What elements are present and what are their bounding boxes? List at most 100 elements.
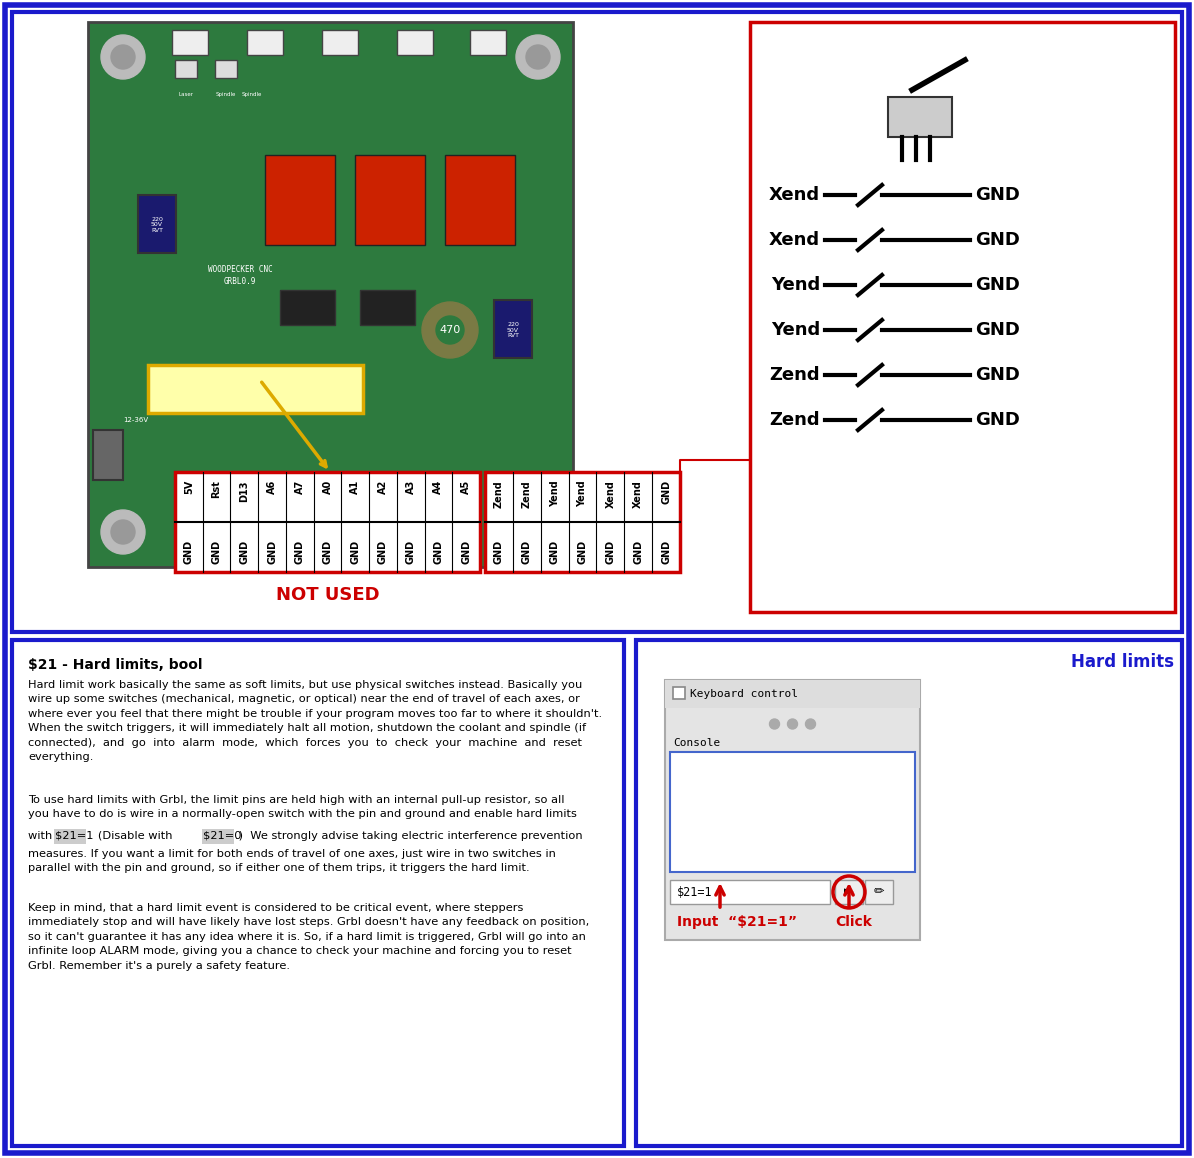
FancyBboxPatch shape bbox=[355, 155, 425, 245]
FancyBboxPatch shape bbox=[445, 155, 515, 245]
FancyBboxPatch shape bbox=[485, 472, 681, 572]
FancyBboxPatch shape bbox=[670, 752, 915, 872]
FancyBboxPatch shape bbox=[281, 290, 336, 325]
Text: A7: A7 bbox=[295, 481, 304, 494]
Circle shape bbox=[101, 35, 144, 79]
Text: GRBL0.9: GRBL0.9 bbox=[223, 278, 257, 286]
Text: GND: GND bbox=[633, 540, 644, 564]
Text: GND: GND bbox=[522, 540, 531, 564]
Text: NOT USED: NOT USED bbox=[276, 586, 380, 604]
FancyBboxPatch shape bbox=[172, 30, 208, 54]
Text: A0: A0 bbox=[322, 481, 332, 494]
Text: To use hard limits with Grbl, the limit pins are held high with an internal pull: To use hard limits with Grbl, the limit … bbox=[27, 796, 577, 820]
FancyBboxPatch shape bbox=[12, 12, 1182, 632]
FancyBboxPatch shape bbox=[888, 97, 952, 137]
Text: Xend: Xend bbox=[633, 481, 644, 508]
FancyBboxPatch shape bbox=[247, 30, 283, 54]
Text: GND: GND bbox=[605, 540, 615, 564]
FancyBboxPatch shape bbox=[202, 829, 234, 844]
Text: GND: GND bbox=[661, 540, 671, 564]
Text: Keyboard control: Keyboard control bbox=[690, 689, 798, 699]
FancyBboxPatch shape bbox=[88, 22, 573, 567]
Text: 220
50V
RVT: 220 50V RVT bbox=[150, 217, 164, 233]
Text: Xend: Xend bbox=[769, 186, 820, 204]
Text: GND: GND bbox=[578, 540, 587, 564]
Text: Yend: Yend bbox=[578, 481, 587, 507]
Text: GND: GND bbox=[295, 540, 304, 564]
Text: Zend: Zend bbox=[522, 481, 531, 507]
Text: Hard limit work basically the same as soft limits, but use physical switches ins: Hard limit work basically the same as so… bbox=[27, 680, 602, 762]
Text: measures. If you want a limit for both ends of travel of one axes, just wire in : measures. If you want a limit for both e… bbox=[27, 849, 556, 873]
Text: Input  “$21=1”: Input “$21=1” bbox=[677, 915, 798, 929]
Text: GND: GND bbox=[239, 540, 250, 564]
Text: $21=1: $21=1 bbox=[677, 886, 713, 899]
FancyBboxPatch shape bbox=[148, 365, 363, 413]
Text: WOODPECKER CNC: WOODPECKER CNC bbox=[208, 265, 272, 274]
Text: GND: GND bbox=[322, 540, 332, 564]
FancyBboxPatch shape bbox=[494, 300, 533, 358]
FancyBboxPatch shape bbox=[5, 5, 1189, 1153]
Text: Zend: Zend bbox=[769, 366, 820, 384]
Text: GND: GND bbox=[975, 411, 1020, 428]
Text: GND: GND bbox=[350, 540, 361, 564]
FancyBboxPatch shape bbox=[322, 30, 358, 54]
FancyBboxPatch shape bbox=[139, 195, 176, 252]
Text: GND: GND bbox=[661, 481, 671, 504]
Text: GND: GND bbox=[975, 186, 1020, 204]
Text: GND: GND bbox=[267, 540, 277, 564]
Text: A2: A2 bbox=[378, 481, 388, 494]
Circle shape bbox=[769, 719, 780, 730]
Text: GND: GND bbox=[184, 540, 193, 564]
Text: A6: A6 bbox=[267, 481, 277, 494]
Text: Xend: Xend bbox=[605, 481, 615, 508]
Text: GND: GND bbox=[975, 276, 1020, 294]
Text: A1: A1 bbox=[350, 481, 361, 494]
Text: A4: A4 bbox=[433, 481, 443, 494]
FancyBboxPatch shape bbox=[361, 290, 416, 325]
Text: Rst: Rst bbox=[211, 481, 222, 498]
Text: 5V: 5V bbox=[184, 481, 193, 494]
FancyBboxPatch shape bbox=[93, 430, 123, 481]
Text: A5: A5 bbox=[461, 481, 472, 494]
Text: GND: GND bbox=[378, 540, 388, 564]
Text: Xend: Xend bbox=[769, 230, 820, 249]
Text: Click: Click bbox=[835, 915, 872, 929]
Text: GND: GND bbox=[975, 230, 1020, 249]
Circle shape bbox=[806, 719, 816, 730]
Text: Yend: Yend bbox=[771, 276, 820, 294]
Text: 470: 470 bbox=[439, 325, 461, 335]
FancyBboxPatch shape bbox=[470, 30, 506, 54]
Text: $21=1: $21=1 bbox=[55, 831, 93, 841]
Text: Laser: Laser bbox=[178, 91, 193, 97]
Text: D13: D13 bbox=[239, 481, 250, 501]
Text: Hard limits: Hard limits bbox=[1071, 653, 1174, 670]
FancyBboxPatch shape bbox=[636, 640, 1182, 1146]
Text: .  (Disable with: . (Disable with bbox=[87, 831, 177, 841]
Text: GND: GND bbox=[549, 540, 560, 564]
Circle shape bbox=[527, 520, 550, 544]
Text: Zend: Zend bbox=[494, 481, 504, 507]
FancyBboxPatch shape bbox=[670, 880, 830, 904]
Text: GND: GND bbox=[975, 366, 1020, 384]
Text: Spindle: Spindle bbox=[216, 91, 236, 97]
Circle shape bbox=[527, 45, 550, 69]
Text: Zend: Zend bbox=[769, 411, 820, 428]
Circle shape bbox=[516, 510, 560, 554]
FancyBboxPatch shape bbox=[176, 472, 480, 572]
FancyBboxPatch shape bbox=[265, 155, 336, 245]
Text: GND: GND bbox=[211, 540, 222, 564]
Text: GND: GND bbox=[406, 540, 416, 564]
Text: Spindle: Spindle bbox=[242, 91, 263, 97]
Circle shape bbox=[421, 302, 478, 358]
Text: ✏: ✏ bbox=[874, 886, 885, 899]
FancyBboxPatch shape bbox=[673, 687, 685, 699]
Text: GND: GND bbox=[975, 321, 1020, 339]
Text: GND: GND bbox=[461, 540, 472, 564]
FancyBboxPatch shape bbox=[864, 880, 893, 904]
Text: Yend: Yend bbox=[549, 481, 560, 507]
Text: GND: GND bbox=[433, 540, 443, 564]
FancyBboxPatch shape bbox=[835, 880, 863, 904]
Text: $21 - Hard limits, bool: $21 - Hard limits, bool bbox=[27, 658, 203, 672]
Text: ►: ► bbox=[844, 886, 854, 899]
FancyBboxPatch shape bbox=[750, 22, 1175, 611]
